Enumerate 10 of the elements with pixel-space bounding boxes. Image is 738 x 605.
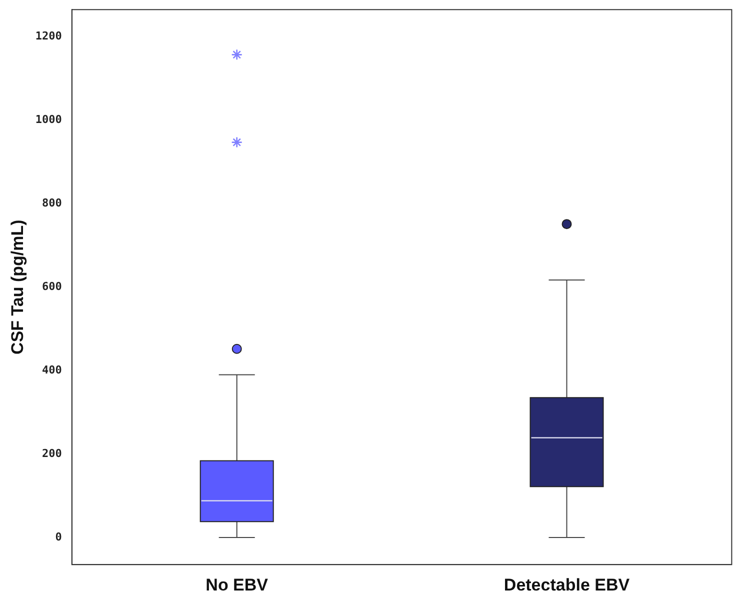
y-tick-label: 200 xyxy=(42,446,62,460)
y-tick-label: 1000 xyxy=(35,113,62,126)
x-tick-label: No EBV xyxy=(206,575,269,594)
y-tick-label: 0 xyxy=(55,530,62,544)
x-tick-label: Detectable EBV xyxy=(504,575,630,594)
y-tick-label: 400 xyxy=(42,363,62,376)
y-axis-title: CSF Tau (pg/mL) xyxy=(8,220,27,354)
y-tick-label: 1200 xyxy=(35,30,62,43)
y-tick-label: 800 xyxy=(42,196,62,210)
y-tick-label: 600 xyxy=(42,280,62,293)
